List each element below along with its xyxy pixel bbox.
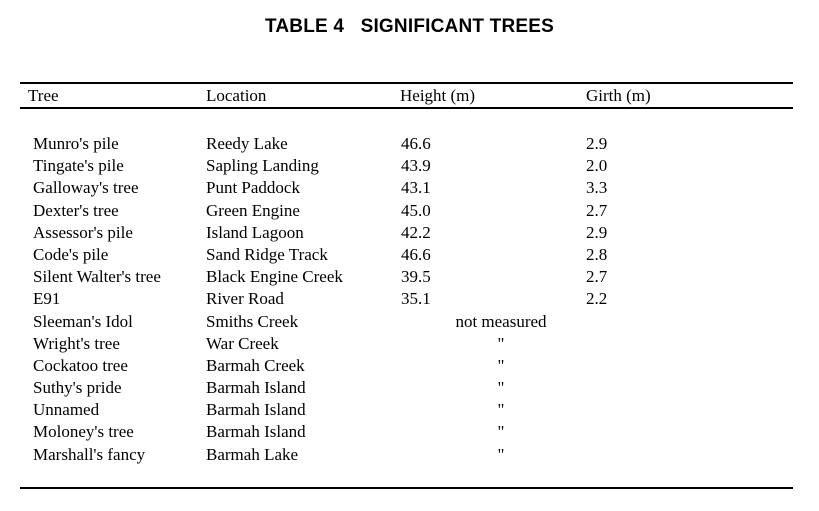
table-body: Munro's pile Reedy Lake 46.6 2.9 Tingate's p… (0, 133, 819, 466)
table-row: E91 River Road 35.1 2.2 (0, 288, 819, 310)
location-cell: War Creek (206, 333, 279, 353)
tree-name-cell: Moloney's tree (33, 422, 134, 442)
location-cell: Barmah Lake (206, 444, 299, 464)
height-cell: " (497, 444, 505, 464)
location-cell: Barmah Island (206, 378, 306, 398)
girth-cell: 2.8 (586, 244, 608, 264)
column-header-girth: Girth (m) (586, 86, 651, 105)
height-cell: 45.0 (401, 200, 431, 220)
tree-name-cell: Galloway's tree (33, 178, 139, 198)
girth-cell: 2.0 (586, 156, 608, 176)
table-row: Moloney's tree Barmah Island " (0, 421, 819, 443)
table-top-rule (20, 82, 793, 84)
location-cell: Barmah Creek (206, 355, 305, 375)
location-cell: Smiths Creek (206, 311, 299, 331)
table-row: Marshall's fancy Barmah Lake " (0, 444, 819, 466)
table-row: Munro's pile Reedy Lake 46.6 2.9 (0, 133, 819, 155)
location-cell: Island Lagoon (206, 222, 304, 242)
tree-name-cell: Code's pile (33, 244, 109, 264)
column-header-location: Location (206, 86, 267, 105)
location-cell: Green Engine (206, 200, 300, 220)
girth-cell: 2.7 (586, 200, 608, 220)
tree-name-cell: Munro's pile (33, 134, 119, 153)
table-row: Suthy's pride Barmah Island " (0, 377, 819, 399)
table-header-row: Tree Location Height (m) Girth (m) (0, 84, 819, 107)
location-cell: Reedy Lake (206, 134, 288, 153)
height-cell: 43.9 (401, 156, 431, 176)
table-row: Code's pile Sand Ridge Track 46.6 2.8 (0, 244, 819, 266)
table-bottom-rule (20, 487, 793, 489)
column-header-height: Height (m) (400, 86, 476, 105)
height-cell: " (497, 378, 505, 398)
location-cell: Punt Paddock (206, 178, 300, 198)
table-header-rule (20, 107, 793, 109)
girth-cell: 2.9 (586, 222, 608, 242)
height-cell: 35.1 (401, 289, 431, 309)
location-cell: Barmah Island (206, 422, 306, 442)
height-cell: 43.1 (401, 178, 431, 198)
location-cell: River Road (206, 289, 284, 309)
girth-cell: 2.2 (586, 289, 608, 309)
girth-cell: 3.3 (586, 178, 608, 198)
table-row: Galloway's tree Punt Paddock 43.1 3.3 (0, 177, 819, 199)
tree-name-cell: Assessor's pile (33, 222, 133, 242)
height-cell: 46.6 (401, 134, 431, 153)
tree-name-cell: Marshall's fancy (33, 444, 146, 464)
tree-name-cell: Dexter's tree (33, 200, 119, 220)
height-cell: " (497, 400, 505, 420)
height-cell: 46.6 (401, 244, 431, 264)
table-row: Dexter's tree Green Engine 45.0 2.7 (0, 200, 819, 222)
location-cell: Black Engine Creek (206, 267, 343, 287)
height-cell: not measured (455, 311, 547, 331)
column-header-tree: Tree (28, 86, 59, 105)
height-cell: 42.2 (401, 222, 431, 242)
tree-name-cell: Suthy's pride (33, 378, 122, 398)
tree-name-cell: Tingate's pile (33, 156, 124, 176)
location-cell: Sapling Landing (206, 156, 319, 176)
table-row: Unnamed Barmah Island " (0, 399, 819, 421)
tree-name-cell: Sleeman's Idol (33, 311, 133, 331)
girth-cell: 2.7 (586, 267, 608, 287)
location-cell: Barmah Island (206, 400, 306, 420)
location-cell: Sand Ridge Track (206, 244, 328, 264)
tree-name-cell: Unnamed (33, 400, 100, 420)
height-cell: 39.5 (401, 267, 431, 287)
table-row: Tingate's pile Sapling Landing 43.9 2.0 (0, 155, 819, 177)
girth-cell: 2.9 (586, 134, 608, 153)
tree-name-cell: Cockatoo tree (33, 355, 128, 375)
table-row: Cockatoo tree Barmah Creek " (0, 355, 819, 377)
height-cell: " (497, 333, 505, 353)
tree-name-cell: Wright's tree (33, 333, 120, 353)
height-cell: " (497, 422, 505, 442)
table-title: TABLE 4 SIGNIFICANT TREES (264, 16, 554, 37)
tree-name-cell: Silent Walter's tree (33, 267, 161, 287)
height-cell: " (497, 355, 505, 375)
tree-name-cell: E91 (33, 289, 61, 309)
table-row: Assessor's pile Island Lagoon 42.2 2.9 (0, 222, 819, 244)
table-row: Silent Walter's tree Black Engine Creek 39… (0, 266, 819, 288)
table-row: Wright's tree War Creek " (0, 333, 819, 355)
table-row: Sleeman's Idol Smiths Creek not measured (0, 311, 819, 333)
